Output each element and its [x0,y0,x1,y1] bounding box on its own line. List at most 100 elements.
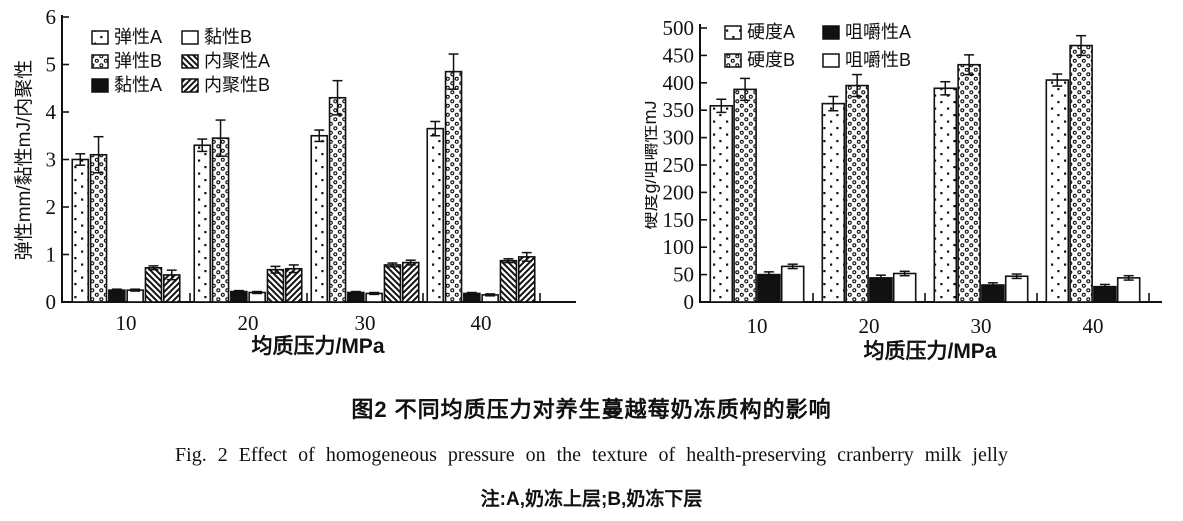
error-bar [1011,273,1022,280]
legend-item-内聚性B: 内聚性B [181,75,270,95]
bar-黏性A-10 [108,289,126,303]
error-bar [430,120,441,137]
error-bar [197,138,208,153]
error-bar [740,77,751,102]
error-bar [1052,73,1063,87]
legend-item-咀嚼性B: 咀嚼性B [822,50,911,70]
bar-黏性B-10 [126,289,144,303]
error-bar [763,271,774,279]
svg-text:10: 10 [747,314,768,338]
svg-text:100: 100 [663,235,695,259]
svg-text:40: 40 [471,311,492,335]
svg-text:5: 5 [46,53,57,77]
svg-text:150: 150 [663,208,695,232]
bar-咀嚼性A-20 [869,277,893,303]
svg-text:20: 20 [238,311,259,335]
error-bar [148,265,159,271]
svg-text:硬度B: 硬度B [747,50,795,70]
error-bar [350,290,361,295]
error-bar [899,270,910,277]
bar-咀嚼性B-20 [892,272,917,303]
error-bar [288,264,299,274]
svg-text:均质压力/MPa: 均质压力/MPa [251,334,384,358]
svg-text:弹性B: 弹性B [114,51,162,71]
bar-弹性B-40 [444,70,463,303]
legend-item-咀嚼性A: 咀嚼性A [822,22,911,42]
error-bar [93,135,104,174]
bar-弹性B-20 [211,137,230,303]
svg-text:300: 300 [663,126,695,150]
svg-text:20: 20 [859,314,880,338]
bar-弹性A-20 [193,144,212,303]
svg-text:6: 6 [46,5,57,29]
error-bar [964,54,975,76]
bar-硬度B-30 [957,63,981,303]
error-bar [111,288,122,292]
error-bar [1076,34,1087,57]
svg-text:黏性B: 黏性B [204,27,252,47]
figure-caption-english: Fig. 2 Effect of homogeneous pressure on… [175,444,1008,466]
bar-内聚性B-20 [284,267,303,303]
error-bar [1099,283,1110,290]
svg-text:内聚性A: 内聚性A [204,51,270,71]
error-bar [716,98,727,114]
error-bar [270,265,281,274]
bar-咀嚼性B-40 [1116,277,1141,303]
error-bar [130,288,141,292]
legend-item-黏性A: 黏性A [91,75,162,95]
bar-弹性A-40 [426,127,445,303]
bar-硬度A-10 [709,105,734,303]
error-bar [466,291,477,296]
svg-text:咀嚼性B: 咀嚼性B [845,50,911,70]
bar-硬度B-40 [1069,44,1093,303]
svg-text:咀嚼性A: 咀嚼性A [845,22,911,42]
legend-item-弹性B: 弹性B [91,51,162,71]
error-bar [828,95,839,112]
error-bar [875,274,886,282]
error-bar [787,263,798,270]
bar-咀嚼性A-10 [757,273,781,303]
svg-text:黏性A: 黏性A [114,75,162,95]
error-bar [485,293,496,297]
svg-text:40: 40 [1083,314,1104,338]
svg-text:10: 10 [116,311,137,335]
svg-text:200: 200 [663,180,695,204]
svg-text:硬度g/咀嚼性mJ: 硬度g/咀嚼性mJ [645,100,660,229]
error-bar [252,290,263,295]
svg-text:0: 0 [46,290,57,314]
bar-内聚性A-20 [266,268,285,303]
bar-硬度A-20 [821,102,846,303]
svg-text:硬度A: 硬度A [747,22,795,42]
bar-咀嚼性B-10 [780,265,805,303]
error-bar [521,251,532,262]
legend-item-内聚性A: 内聚性A [181,51,270,71]
bar-内聚性A-10 [144,266,163,303]
svg-text:500: 500 [663,16,695,40]
error-bar [215,119,226,157]
error-bar [369,291,380,296]
svg-text:400: 400 [663,71,695,95]
bar-弹性B-30 [328,96,347,303]
legend-item-硬度B: 硬度B [724,50,795,70]
bar-弹性A-10 [71,158,90,303]
right-bar-chart: 0 50 100 150 200 250 300 350 400 450 500 10 20 30 40 均质… [645,16,1162,363]
bar-内聚性B-30 [401,261,420,303]
bar-内聚性B-40 [517,256,536,303]
bar-硬度A-30 [933,87,958,303]
svg-text:450: 450 [663,43,695,67]
error-bar [852,73,863,98]
bar-咀嚼性B-30 [1004,275,1029,303]
error-bar [387,262,398,268]
svg-text:弹性A: 弹性A [114,27,162,47]
error-bar [332,79,343,116]
svg-text:250: 250 [663,153,695,177]
error-bar [987,282,998,288]
svg-text:3: 3 [46,148,57,172]
legend-item-黏性B: 黏性B [181,27,252,47]
error-bar [503,258,514,264]
bar-内聚性A-30 [383,264,402,303]
svg-text:50: 50 [673,263,694,287]
error-bar [940,80,951,96]
legend-item-弹性A: 弹性A [91,27,162,47]
